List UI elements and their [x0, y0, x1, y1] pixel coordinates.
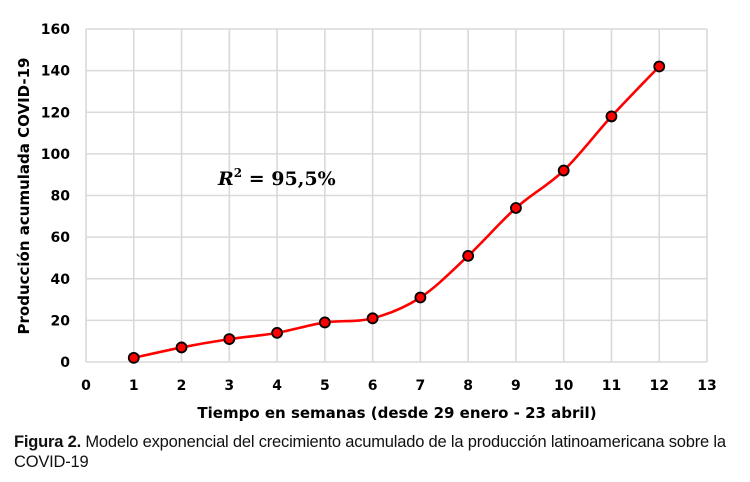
data-point — [366, 312, 379, 325]
x-tick-label: 11 — [602, 378, 621, 394]
x-tick-label: 2 — [177, 378, 187, 394]
annotation-base: R — [217, 168, 234, 190]
data-point — [318, 316, 331, 329]
x-tick-label: 0 — [81, 378, 91, 394]
x-tick-label: 5 — [320, 378, 330, 394]
x-tick-label: 13 — [697, 378, 716, 394]
data-point — [175, 341, 188, 354]
figure-caption: Figura 2. Modelo exponencial del crecimi… — [14, 432, 734, 472]
x-axis-ticks: 0 1 2 3 4 5 6 7 8 9 10 11 12 13 — [81, 378, 717, 394]
data-point — [271, 326, 283, 339]
x-tick-label: 8 — [463, 378, 473, 394]
y-tick-label: 20 — [51, 313, 71, 329]
data-markers — [127, 60, 666, 364]
y-tick-label: 80 — [51, 189, 71, 205]
y-tick-label: 40 — [51, 272, 71, 288]
caption-text: Modelo exponencial del crecimiento acumu… — [14, 433, 726, 471]
annotation-superscript: 2 — [234, 166, 242, 180]
gridlines — [85, 28, 708, 363]
y-tick-label: 0 — [60, 355, 70, 371]
y-tick-label: 60 — [51, 230, 71, 246]
y-axis-title: Producción acumulada COVID-19 — [15, 58, 33, 335]
y-tick-label: 160 — [41, 22, 70, 38]
data-point — [510, 202, 522, 214]
data-point — [605, 110, 618, 123]
x-axis-title: Tiempo en semanas (desde 29 enero - 23 a… — [197, 404, 596, 422]
x-tick-label: 9 — [511, 378, 521, 394]
data-point — [653, 60, 666, 73]
data-point — [223, 333, 236, 346]
x-tick-label: 1 — [129, 378, 139, 394]
x-tick-label: 7 — [416, 378, 426, 394]
annotation-value: = 95,5% — [242, 168, 335, 190]
data-point — [462, 249, 475, 262]
x-tick-label: 10 — [554, 378, 574, 394]
y-tick-label: 120 — [41, 105, 70, 121]
x-tick-label: 6 — [368, 378, 378, 394]
x-tick-label: 12 — [649, 378, 668, 394]
x-tick-label: 3 — [224, 378, 234, 394]
data-point — [127, 351, 140, 364]
y-tick-label: 100 — [41, 147, 70, 163]
y-axis-ticks: 0 20 40 60 80 100 120 140 160 — [41, 22, 70, 371]
data-point — [414, 291, 427, 304]
data-point — [557, 164, 570, 177]
x-tick-label: 4 — [272, 378, 282, 394]
r-squared-annotation: R2 = 95,5% — [217, 166, 336, 190]
caption-label: Figura 2. — [14, 433, 81, 451]
series-line — [133, 65, 661, 360]
y-tick-label: 140 — [41, 64, 70, 80]
